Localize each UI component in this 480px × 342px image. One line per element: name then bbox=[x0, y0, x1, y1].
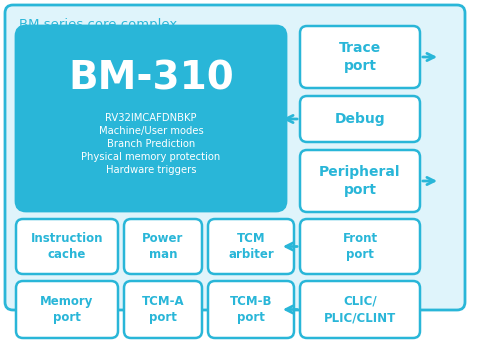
Text: Front
port: Front port bbox=[342, 232, 378, 261]
Text: Debug: Debug bbox=[335, 112, 385, 126]
Text: TCM-A
port: TCM-A port bbox=[142, 295, 184, 324]
Text: Peripheral
port: Peripheral port bbox=[319, 165, 401, 197]
FancyBboxPatch shape bbox=[5, 5, 465, 310]
FancyBboxPatch shape bbox=[124, 281, 202, 338]
FancyBboxPatch shape bbox=[124, 219, 202, 274]
FancyBboxPatch shape bbox=[16, 26, 286, 211]
Text: RV32IMCAFDNBKP
Machine/User modes
Branch Prediction
Physical memory protection
H: RV32IMCAFDNBKP Machine/User modes Branch… bbox=[82, 114, 221, 175]
FancyBboxPatch shape bbox=[300, 96, 420, 142]
Text: CLIC/
PLIC/CLINT: CLIC/ PLIC/CLINT bbox=[324, 295, 396, 324]
FancyBboxPatch shape bbox=[300, 26, 420, 88]
Text: TCM-B
port: TCM-B port bbox=[230, 295, 272, 324]
Text: Memory
port: Memory port bbox=[40, 295, 94, 324]
FancyBboxPatch shape bbox=[300, 219, 420, 274]
FancyBboxPatch shape bbox=[300, 150, 420, 212]
FancyBboxPatch shape bbox=[208, 281, 294, 338]
FancyBboxPatch shape bbox=[16, 281, 118, 338]
Text: Trace
port: Trace port bbox=[339, 41, 381, 73]
Text: Power
man: Power man bbox=[142, 232, 184, 261]
Text: BM series core complex: BM series core complex bbox=[19, 18, 177, 31]
FancyBboxPatch shape bbox=[300, 281, 420, 338]
Text: BM-310: BM-310 bbox=[68, 59, 234, 97]
Text: Instruction
cache: Instruction cache bbox=[31, 232, 103, 261]
Text: TCM
arbiter: TCM arbiter bbox=[228, 232, 274, 261]
FancyBboxPatch shape bbox=[208, 219, 294, 274]
FancyBboxPatch shape bbox=[16, 219, 118, 274]
